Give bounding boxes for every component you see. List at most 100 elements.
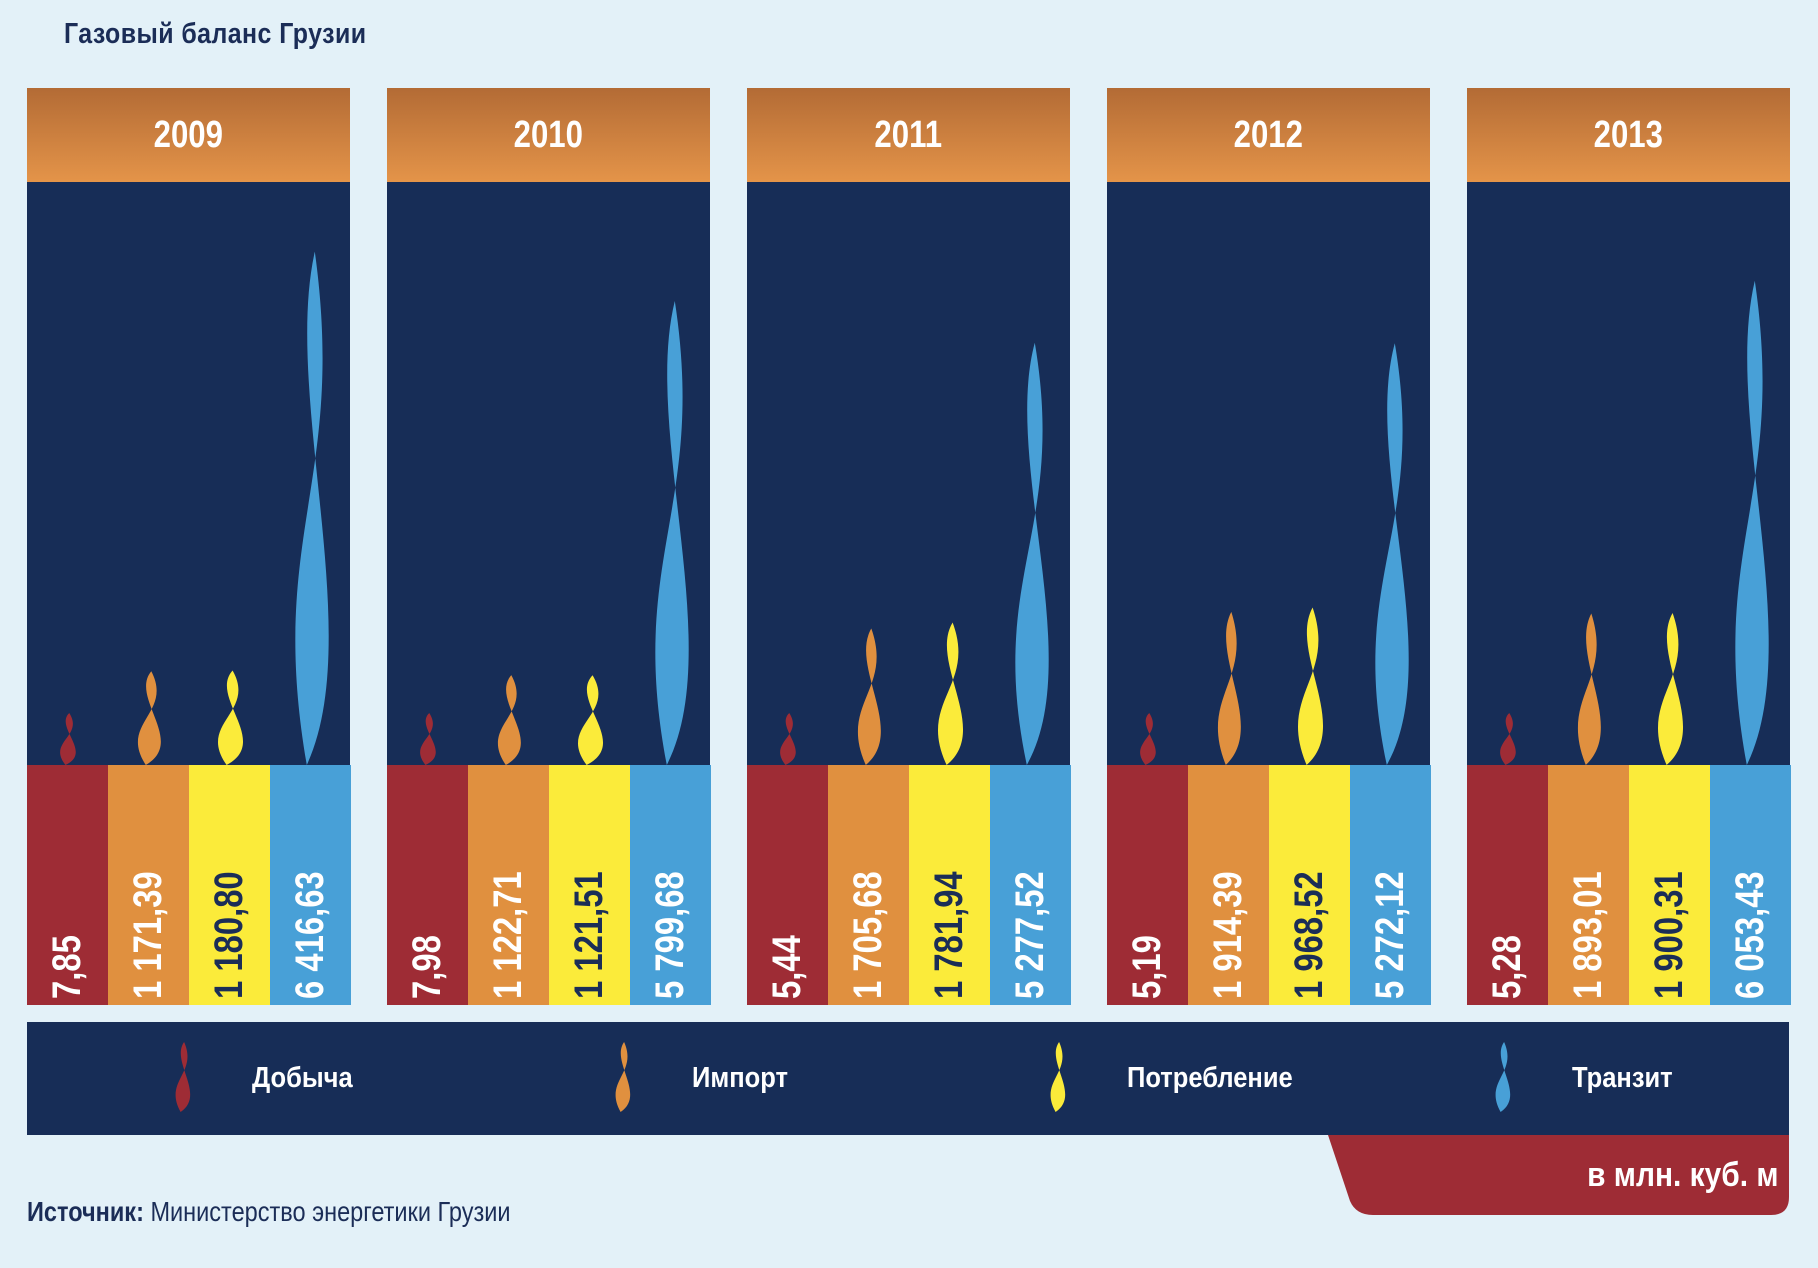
legend-label: Импорт xyxy=(692,1062,788,1094)
value-bar-dobycha-2011: 5,44 xyxy=(747,765,828,1005)
value-label: 6 416,63 xyxy=(288,843,332,999)
panel-2010: 2010 7,98 1 122,71 1 121,51 5 799,68 xyxy=(387,88,711,1005)
value-label-text: 1 781,94 xyxy=(927,871,971,999)
value-label: 1 893,01 xyxy=(1566,843,1610,999)
flame-potreblenie-2013 xyxy=(1657,612,1684,765)
value-bar-tranzit-2012: 5 272,12 xyxy=(1350,765,1431,1005)
year-label: 2009 xyxy=(27,88,350,182)
flame-potreblenie-2010 xyxy=(577,675,604,765)
flame-tranzit-2012 xyxy=(1375,343,1409,765)
legend-flame-tranzit xyxy=(1495,1042,1511,1112)
value-label: 5,44 xyxy=(765,921,809,999)
flame-tranzit-2009 xyxy=(295,251,329,765)
year-label: 2011 xyxy=(747,88,1070,182)
value-label-text: 5 799,68 xyxy=(648,871,692,999)
value-label-text: 5,44 xyxy=(765,935,809,999)
flame-tranzit-2010 xyxy=(655,301,689,765)
flame-dobycha-2010 xyxy=(420,713,436,765)
source-note: Источник: Министерство энергетики Грузии xyxy=(27,1196,511,1228)
value-label-text: 5 277,52 xyxy=(1008,871,1052,999)
value-bar-potreblenie-2009: 1 180,80 xyxy=(189,765,270,1005)
year-label-text: 2010 xyxy=(513,114,584,156)
value-label-text: 1 121,51 xyxy=(567,871,611,999)
value-bar-potreblenie-2011: 1 781,94 xyxy=(909,765,990,1005)
legend: Добыча Импорт Потребление Транзит xyxy=(27,1022,1789,1135)
value-bar-import-2010: 1 122,71 xyxy=(468,765,549,1005)
flame-dobycha-2012 xyxy=(1140,713,1156,765)
legend-flame-potreblenie xyxy=(1050,1042,1066,1112)
value-label: 7,98 xyxy=(405,921,449,999)
value-label-text: 1 968,52 xyxy=(1287,871,1331,999)
flame-icon xyxy=(615,1042,631,1112)
legend-flame-import xyxy=(615,1042,631,1112)
value-bar-tranzit-2009: 6 416,63 xyxy=(270,765,351,1005)
chart-title: Газовый баланс Грузии xyxy=(64,18,367,50)
flame-plot xyxy=(1140,343,1409,765)
year-label-text: 2009 xyxy=(153,114,224,156)
value-label-text: 1 914,39 xyxy=(1206,871,1250,999)
value-label-text: 6 053,43 xyxy=(1728,871,1772,999)
panel-2013: 2013 5,28 1 893,01 1 900,31 6 053,43 xyxy=(1467,88,1791,1005)
value-label: 5,19 xyxy=(1125,921,1169,999)
source-text: Министерство энергетики Грузии xyxy=(143,1196,511,1227)
value-bar-import-2013: 1 893,01 xyxy=(1548,765,1629,1005)
year-label-text: 2011 xyxy=(874,114,943,156)
year-label: 2012 xyxy=(1107,88,1430,182)
value-bar-potreblenie-2012: 1 968,52 xyxy=(1269,765,1350,1005)
value-bar-dobycha-2010: 7,98 xyxy=(387,765,468,1005)
flame-import-2009 xyxy=(137,671,161,765)
panel-2011: 2011 5,44 1 705,68 1 781,94 5 277,52 xyxy=(747,88,1071,1005)
value-label: 5 799,68 xyxy=(648,843,692,999)
flame-import-2011 xyxy=(857,628,881,765)
value-label-text: 1 705,68 xyxy=(846,871,890,999)
value-label-text: 1 122,71 xyxy=(486,871,530,999)
source-label: Источник: xyxy=(27,1196,144,1227)
value-label: 1 914,39 xyxy=(1206,843,1250,999)
flame-plot xyxy=(1500,280,1769,765)
flame-tranzit-2013 xyxy=(1735,280,1769,765)
value-label: 5 277,52 xyxy=(1008,843,1052,999)
year-header xyxy=(1467,88,1790,182)
flame-import-2012 xyxy=(1217,611,1241,765)
flame-import-2013 xyxy=(1577,613,1601,765)
value-label: 6 053,43 xyxy=(1728,843,1772,999)
panel-2012: 2012 5,19 1 914,39 1 968,52 5 272,12 xyxy=(1107,88,1431,1005)
value-label-text: 1 171,39 xyxy=(126,871,170,999)
value-bar-potreblenie-2010: 1 121,51 xyxy=(549,765,630,1005)
flame-plot xyxy=(60,251,329,765)
value-bar-potreblenie-2013: 1 900,31 xyxy=(1629,765,1710,1005)
value-label: 1 781,94 xyxy=(927,843,971,999)
value-bar-tranzit-2010: 5 799,68 xyxy=(630,765,711,1005)
year-header xyxy=(1107,88,1430,182)
year-label: 2010 xyxy=(387,88,710,182)
units-tab-shape xyxy=(1328,1135,1789,1215)
flame-tranzit-2011 xyxy=(1015,342,1049,765)
value-label: 1 171,39 xyxy=(126,843,170,999)
legend-flame-dobycha xyxy=(175,1042,191,1112)
year-label-text: 2012 xyxy=(1233,114,1304,156)
panel-2009: 2009 7,85 1 171,39 1 180,80 6 416,63 xyxy=(27,88,351,1005)
value-bar-dobycha-2012: 5,19 xyxy=(1107,765,1188,1005)
flame-potreblenie-2011 xyxy=(937,622,964,765)
flame-dobycha-2009 xyxy=(60,713,76,765)
value-label: 1 968,52 xyxy=(1287,843,1331,999)
year-label: 2013 xyxy=(1467,88,1790,182)
value-label-text: 5 272,12 xyxy=(1368,871,1412,999)
value-label-text: 1 893,01 xyxy=(1566,871,1610,999)
flame-dobycha-2013 xyxy=(1500,713,1516,765)
flame-dobycha-2011 xyxy=(780,713,796,765)
value-bar-import-2009: 1 171,39 xyxy=(108,765,189,1005)
flame-icon xyxy=(1050,1042,1066,1112)
flame-plot xyxy=(420,301,689,765)
value-label: 1 180,80 xyxy=(207,843,251,999)
flame-import-2010 xyxy=(497,675,521,765)
value-label: 1 121,51 xyxy=(567,843,611,999)
value-label: 1 705,68 xyxy=(846,843,890,999)
year-header xyxy=(387,88,710,182)
value-label-text: 5,19 xyxy=(1125,935,1169,999)
value-label-text: 6 416,63 xyxy=(288,871,332,999)
legend-label: Добыча xyxy=(252,1062,353,1094)
value-bar-import-2012: 1 914,39 xyxy=(1188,765,1269,1005)
year-header xyxy=(747,88,1070,182)
flame-plot xyxy=(780,342,1049,765)
